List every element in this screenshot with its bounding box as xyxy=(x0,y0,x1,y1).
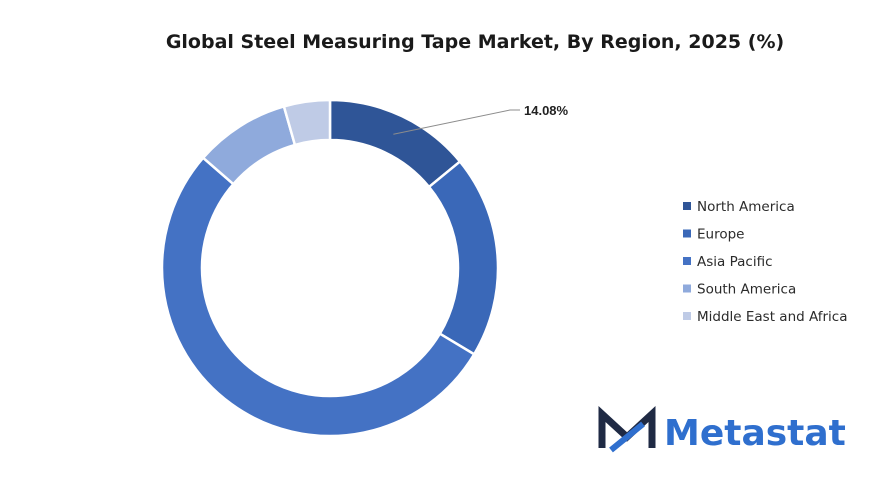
metastat-m-icon xyxy=(598,406,656,453)
slice-europe xyxy=(427,159,500,356)
metastat-logo: Metastat xyxy=(598,406,846,454)
legend-label: Middle East and Africa xyxy=(697,309,848,325)
legend-label: North America xyxy=(697,199,795,215)
legend: North America Europe Asia Pacific South Ame… xyxy=(683,199,848,325)
logo-text: Metastat xyxy=(664,413,846,454)
legend-label: Asia Pacific xyxy=(697,254,773,270)
leader-line xyxy=(393,109,520,135)
legend-swatch xyxy=(683,202,691,210)
slice-middle-east-and-africa xyxy=(282,98,332,147)
legend-swatch xyxy=(683,312,691,320)
data-labels: 14.08% xyxy=(393,103,569,135)
slice-asia-pacific xyxy=(160,156,476,438)
legend-swatch xyxy=(683,229,691,238)
legend-swatch xyxy=(683,257,691,265)
slice-north-america xyxy=(328,98,462,189)
data-label: 14.08% xyxy=(524,103,569,118)
chart-title: Global Steel Measuring Tape Market, By R… xyxy=(166,31,784,53)
legend-label: Europe xyxy=(697,227,744,243)
legend-label: South America xyxy=(697,282,796,298)
donut-slices xyxy=(160,98,500,438)
legend-swatch xyxy=(683,284,691,293)
